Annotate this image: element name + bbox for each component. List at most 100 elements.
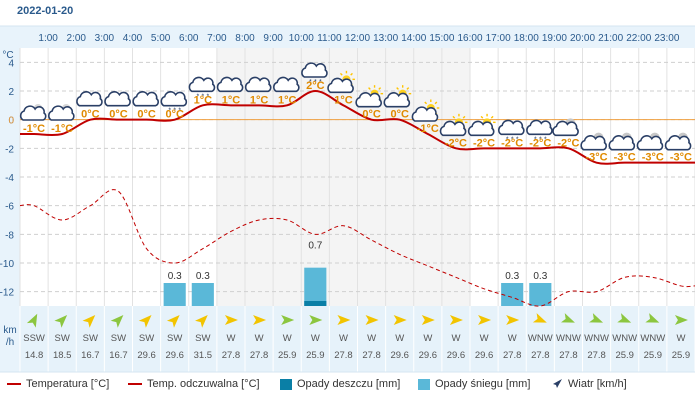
- hour-label: 21:00: [598, 33, 623, 44]
- hour-label: 13:00: [373, 33, 398, 44]
- legend-temp-label: Temperatura [°C]: [26, 378, 110, 390]
- wind-speed: 27.8: [222, 350, 241, 361]
- legend-snow-label: Opady śniegu [mm]: [435, 378, 531, 390]
- y-tick-label: -10: [0, 259, 14, 270]
- y-tick-label-zero: 0: [8, 116, 14, 127]
- partly-cloudy-night-icon: [552, 118, 579, 137]
- wind-unit-km: km: [3, 325, 16, 336]
- legend-temp: Temperatura [°C]: [7, 378, 109, 390]
- wind-speed: 25.9: [278, 350, 297, 361]
- snowflake: *: [168, 108, 171, 115]
- temperature-label: -2°C: [501, 137, 523, 149]
- temperature-label: 2°C: [306, 80, 325, 92]
- wind-speed: 25.9: [672, 350, 691, 361]
- wind-arrow-shape: [645, 313, 660, 323]
- wind-arrow-icon: [449, 315, 463, 325]
- forecast-date: 2022-01-20: [17, 5, 74, 17]
- wind-arrow-shape: [561, 313, 575, 323]
- y-tick-label: -6: [5, 202, 14, 213]
- cloud-shape: [439, 120, 467, 137]
- cloud-shape: [19, 105, 47, 121]
- wind-direction: WNW: [612, 333, 637, 344]
- hour-label: 17:00: [486, 33, 511, 44]
- cloud-shape: [301, 62, 328, 78]
- cloud-shape: [104, 91, 131, 107]
- temperature-label: -1°C: [417, 123, 439, 135]
- legend-rain: Opady deszczu [mm]: [280, 378, 400, 390]
- legend-feels: Temp. odczuwalna [°C]: [128, 378, 260, 390]
- wind-speed: 29.6: [475, 350, 494, 361]
- temperature-label: 0°C: [81, 109, 100, 121]
- wind-direction: SW: [83, 333, 98, 344]
- wind-arrow-icon: [54, 315, 68, 328]
- legend: Temperatura [°C] Temp. odczuwalna [°C] O…: [0, 376, 695, 398]
- wind-direction: SW: [55, 333, 70, 344]
- wind-arrow-shape: [195, 315, 208, 328]
- cloud-shape: [467, 120, 495, 137]
- wind-arrow-shape: [138, 315, 152, 328]
- wind-arrow-icon: [110, 315, 124, 328]
- wind-arrow-icon: [195, 315, 208, 328]
- sun-ray: [396, 87, 399, 90]
- cloudy-icon: [76, 91, 103, 107]
- wind-arrow-shape: [449, 315, 463, 325]
- legend-snow: Opady śniegu [mm]: [418, 378, 530, 390]
- wind-direction: SSW: [23, 333, 45, 344]
- cloud-shape: [48, 105, 75, 121]
- cloud-shape: [273, 76, 300, 93]
- wind-speed: 25.9: [615, 350, 634, 361]
- cloud-shape: [383, 92, 411, 108]
- wind-arrow-shape: [365, 315, 379, 325]
- wind-arrow-shape: [589, 313, 604, 323]
- partly-cloudy-sun-icon: [355, 85, 384, 108]
- hour-label: 9:00: [263, 33, 283, 44]
- temperature-label: 0°C: [362, 109, 381, 121]
- temperature-label: 1°C: [194, 94, 213, 106]
- legend-wind: Wiatr [km/h]: [551, 378, 627, 390]
- hour-label: 5:00: [151, 33, 171, 44]
- hour-label: 23:00: [654, 33, 679, 44]
- legend-feels-swatch: [128, 383, 142, 385]
- hour-label: 3:00: [95, 33, 115, 44]
- snowflake: *: [534, 136, 537, 143]
- wind-direction: W: [367, 333, 376, 344]
- wind-direction: W: [395, 333, 404, 344]
- wind-arrow-shape: [674, 315, 688, 325]
- snow-cloud-icon: * * *: [498, 119, 525, 143]
- wind-direction: WNW: [528, 333, 553, 344]
- hour-label: 19:00: [542, 33, 567, 44]
- wind-arrow-icon: [617, 313, 632, 323]
- cloudy-night-icon: [19, 104, 47, 121]
- wind-speed: 29.6: [137, 350, 156, 361]
- wind-arrow-shape: [506, 315, 520, 325]
- precip-label: 0.3: [196, 271, 210, 282]
- wind-speed: 27.8: [531, 350, 550, 361]
- wind-arrow-icon: [561, 313, 575, 323]
- hour-label: 4:00: [123, 33, 143, 44]
- wind-speed: 16.7: [81, 350, 100, 361]
- rain-bar: [304, 301, 327, 306]
- temperature-label: -2°C: [445, 137, 467, 149]
- wind-arrow-shape: [617, 313, 632, 323]
- wind-arrow-shape: [478, 315, 492, 325]
- wind-arrow-icon: [337, 315, 351, 325]
- wind-arrow-icon: [506, 315, 520, 325]
- cloud-shape: [216, 76, 244, 93]
- hour-label: 15:00: [429, 33, 454, 44]
- temperature-label: 1°C: [250, 94, 269, 106]
- wind-direction: W: [451, 333, 460, 344]
- temperature-line: [20, 89, 695, 165]
- y-tick-label: 4: [8, 58, 14, 69]
- hour-label: 18:00: [514, 33, 539, 44]
- snowflake: *: [506, 136, 509, 143]
- wind-direction: W: [226, 333, 235, 344]
- legend-rain-label: Opady deszczu [mm]: [297, 378, 401, 390]
- wind-arrow-icon: [421, 315, 435, 325]
- wind-speed: 25.9: [644, 350, 663, 361]
- snow-cloud-icon: * * *: [526, 119, 553, 143]
- wind-speed: 16.7: [109, 350, 128, 361]
- temperature-label: 0°C: [165, 109, 184, 121]
- cloud-shape: [664, 135, 692, 151]
- temperature-label: 1°C: [334, 94, 353, 106]
